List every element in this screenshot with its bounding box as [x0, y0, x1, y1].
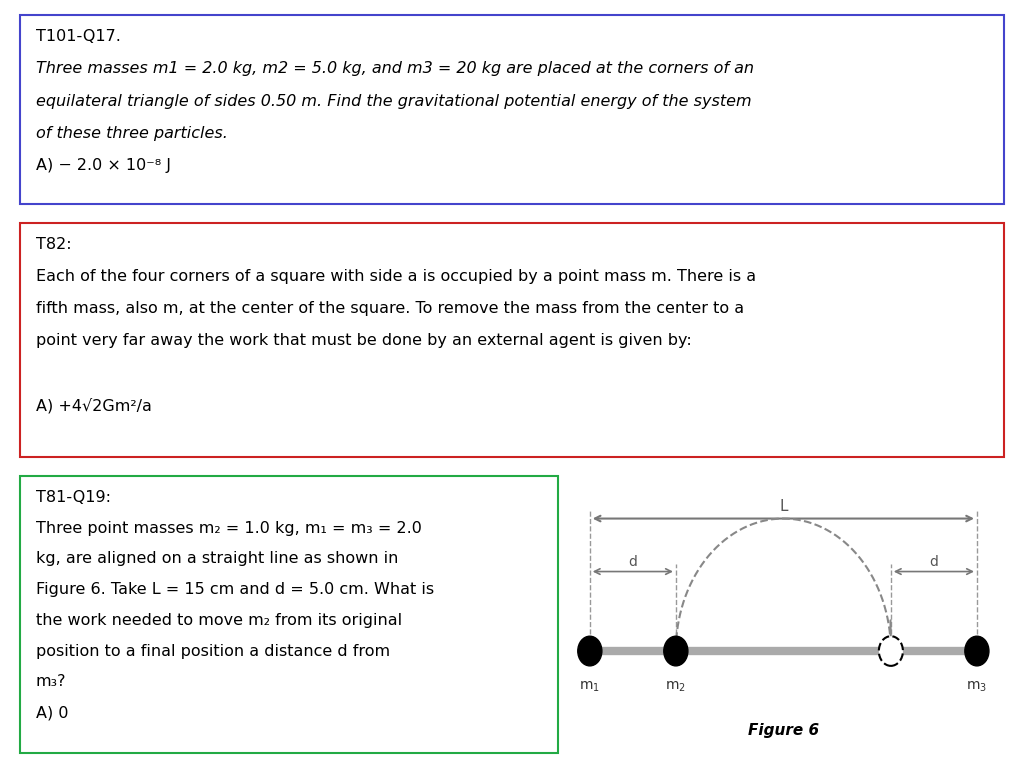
Text: of these three particles.: of these three particles. — [36, 126, 227, 141]
Text: equilateral triangle of sides 0.50 m. Find the gravitational potential energy of: equilateral triangle of sides 0.50 m. Fi… — [36, 94, 752, 109]
Text: d: d — [930, 555, 938, 569]
Text: Three point masses m₂ = 1.0 kg, m₁ = m₃ = 2.0: Three point masses m₂ = 1.0 kg, m₁ = m₃ … — [36, 521, 422, 536]
Bar — [20, 223, 1004, 457]
Text: A) − 2.0 × 10⁻⁸ J: A) − 2.0 × 10⁻⁸ J — [36, 158, 171, 174]
Circle shape — [965, 636, 989, 666]
Circle shape — [879, 636, 903, 666]
Text: A) 0: A) 0 — [36, 705, 69, 720]
Text: d: d — [629, 555, 637, 569]
Text: Three masses m1 = 2.0 kg, m2 = 5.0 kg, and m3 = 20 kg are placed at the corners : Three masses m1 = 2.0 kg, m2 = 5.0 kg, a… — [36, 61, 754, 77]
Text: kg, are aligned on a straight line as shown in: kg, are aligned on a straight line as sh… — [36, 551, 398, 567]
Text: T101-Q17.: T101-Q17. — [36, 29, 121, 45]
Text: A) +4√2Gm²/a: A) +4√2Gm²/a — [36, 398, 152, 413]
Text: Figure 6. Take L = 15 cm and d = 5.0 cm. What is: Figure 6. Take L = 15 cm and d = 5.0 cm.… — [36, 582, 434, 598]
Text: m$_1$: m$_1$ — [580, 679, 600, 694]
Text: L: L — [779, 499, 787, 515]
Bar — [20, 15, 1004, 204]
Circle shape — [578, 636, 602, 666]
Circle shape — [664, 636, 688, 666]
Text: the work needed to move m₂ from its original: the work needed to move m₂ from its orig… — [36, 613, 402, 628]
Text: fifth mass, also m, at the center of the square. To remove the mass from the cen: fifth mass, also m, at the center of the… — [36, 301, 744, 316]
Text: m₃?: m₃? — [36, 674, 67, 690]
Text: position to a final position a distance d from: position to a final position a distance … — [36, 644, 390, 659]
Text: Figure 6: Figure 6 — [748, 723, 819, 739]
Text: T82:: T82: — [36, 237, 72, 252]
Text: m$_3$: m$_3$ — [967, 679, 987, 694]
Bar — [20, 476, 558, 753]
Text: Each of the four corners of a square with side a is occupied by a point mass m. : Each of the four corners of a square wit… — [36, 269, 756, 284]
Text: point very far away the work that must be done by an external agent is given by:: point very far away the work that must b… — [36, 333, 691, 349]
Text: m$_2$: m$_2$ — [666, 679, 686, 694]
Text: T81-Q19:: T81-Q19: — [36, 490, 111, 505]
